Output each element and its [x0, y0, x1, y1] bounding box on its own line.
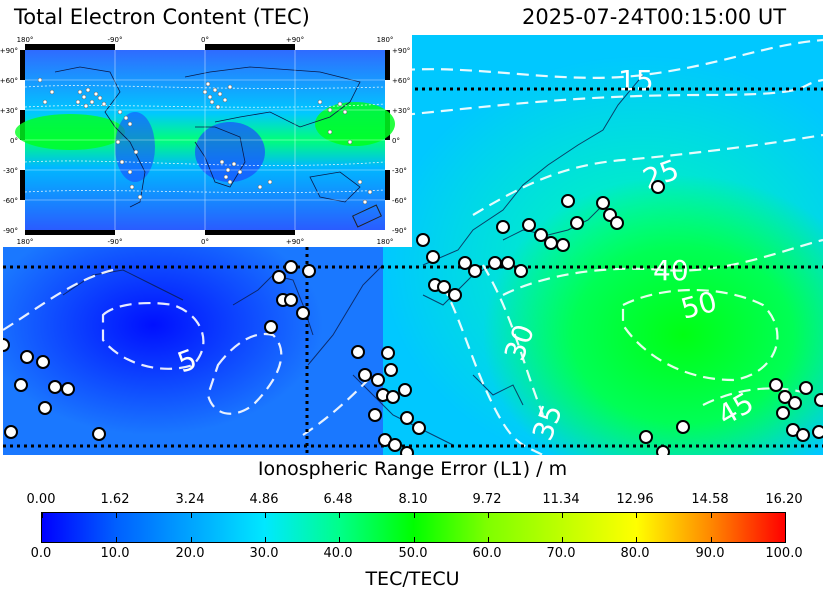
- inset-region-marker: [352, 204, 382, 228]
- regional-tec-map[interactable]: 15 25 40 50 45 30 35 5: [3, 35, 823, 455]
- inset-top-lon-3: +90°: [286, 36, 304, 44]
- bottom-tick-label: 60.0: [472, 546, 502, 561]
- top-tick-label: 12.96: [616, 492, 654, 507]
- bottom-tick-label: 30.0: [249, 546, 279, 561]
- tec-colorbar: [41, 512, 786, 543]
- top-tick-label: 1.62: [100, 492, 130, 507]
- colorbar-top-title: Ionospheric Range Error (L1) / m: [257, 458, 568, 480]
- inset-bottom-lon-1: -90°: [108, 238, 123, 246]
- inset-lat-left-2: +30°: [0, 107, 18, 115]
- inset-bottom-lon-0: 180°: [17, 238, 34, 246]
- timestamp-label: 2025-07-24T00:15:00 UT: [522, 5, 787, 29]
- bottom-tick-label: 80.0: [620, 546, 650, 561]
- inset-bottom-lon-3: +90°: [286, 238, 304, 246]
- inset-lat-left-5: -60°: [3, 197, 18, 205]
- colorbar-bottom-title: TEC/TECU: [365, 568, 460, 590]
- inset-lat-right-2: +30°: [392, 107, 410, 115]
- bottom-tick-label: 90.0: [695, 546, 725, 561]
- top-tick-label: 4.86: [249, 492, 279, 507]
- inset-lat-right-5: -60°: [392, 197, 407, 205]
- inset-lat-right-3: 0°: [392, 137, 400, 145]
- inset-lat-left-0: +90°: [0, 47, 18, 55]
- inset-low-region-africa: [195, 122, 265, 182]
- inset-lat-left-3: 0°: [10, 137, 18, 145]
- bottom-tick-label: 20.0: [175, 546, 205, 561]
- inset-top-lon-0: 180°: [17, 36, 34, 44]
- bottom-tick-label: 70.0: [546, 546, 576, 561]
- inset-low-region-america: [115, 112, 155, 182]
- contour-label-15: 15: [618, 64, 654, 97]
- inset-lat-right-0: +90°: [392, 47, 410, 55]
- inset-coastlines: [54, 66, 361, 208]
- top-tick-label: 3.24: [175, 492, 205, 507]
- global-inset-map[interactable]: 180° -90° 0° +90° 180° 180° -90° 0° +90°…: [0, 32, 412, 247]
- gnss-stations: [3, 180, 823, 455]
- inset-lat-right-6: -90°: [392, 227, 407, 235]
- inset-equatorial-anomaly-east: [315, 102, 395, 146]
- inset-bottom-lon-2: 0°: [201, 238, 209, 246]
- inset-top-lon-4: 180°: [377, 36, 394, 44]
- inset-lat-left-6: -90°: [3, 227, 18, 235]
- top-tick-label: 9.72: [472, 492, 502, 507]
- top-tick-label: 8.10: [398, 492, 428, 507]
- bottom-tick-label: 100.0: [765, 546, 803, 561]
- low-tec-region: [3, 215, 323, 435]
- bottom-tick-label: 10.0: [100, 546, 130, 561]
- map-title: Total Electron Content (TEC): [14, 5, 310, 29]
- tec-contours: [3, 38, 823, 455]
- inset-lat-left-1: +60°: [0, 77, 18, 85]
- top-tick-label: 11.34: [542, 492, 580, 507]
- bottom-tick-label: 50.0: [398, 546, 428, 561]
- bottom-tick-label: 0.0: [30, 546, 52, 561]
- global-inset-panel: 180° -90° 0° +90° 180° 180° -90° 0° +90°…: [0, 32, 412, 247]
- inset-gnss-stations: [37, 77, 373, 205]
- inset-lat-right-1: +60°: [392, 77, 410, 85]
- top-tick-label: 6.48: [323, 492, 353, 507]
- inset-graticule: [25, 50, 385, 230]
- inset-contours: [24, 85, 386, 193]
- inset-lat-right-4: -30°: [392, 167, 407, 175]
- top-tick-label: 14.58: [691, 492, 729, 507]
- bottom-tick-label: 40.0: [323, 546, 353, 561]
- inset-top-lon-2: 0°: [201, 36, 209, 44]
- inset-lat-left-4: -30°: [3, 167, 18, 175]
- top-tick-label: 16.20: [765, 492, 803, 507]
- inset-frame-white-gaps: [20, 44, 390, 235]
- inset-bottom-lon-4: 180°: [377, 238, 394, 246]
- top-tick-label: 0.00: [26, 492, 56, 507]
- inset-equatorial-anomaly-west: [15, 114, 125, 150]
- inset-top-lon-1: -90°: [108, 36, 123, 44]
- graticule: [3, 87, 823, 455]
- contour-label-40: 40: [653, 254, 689, 287]
